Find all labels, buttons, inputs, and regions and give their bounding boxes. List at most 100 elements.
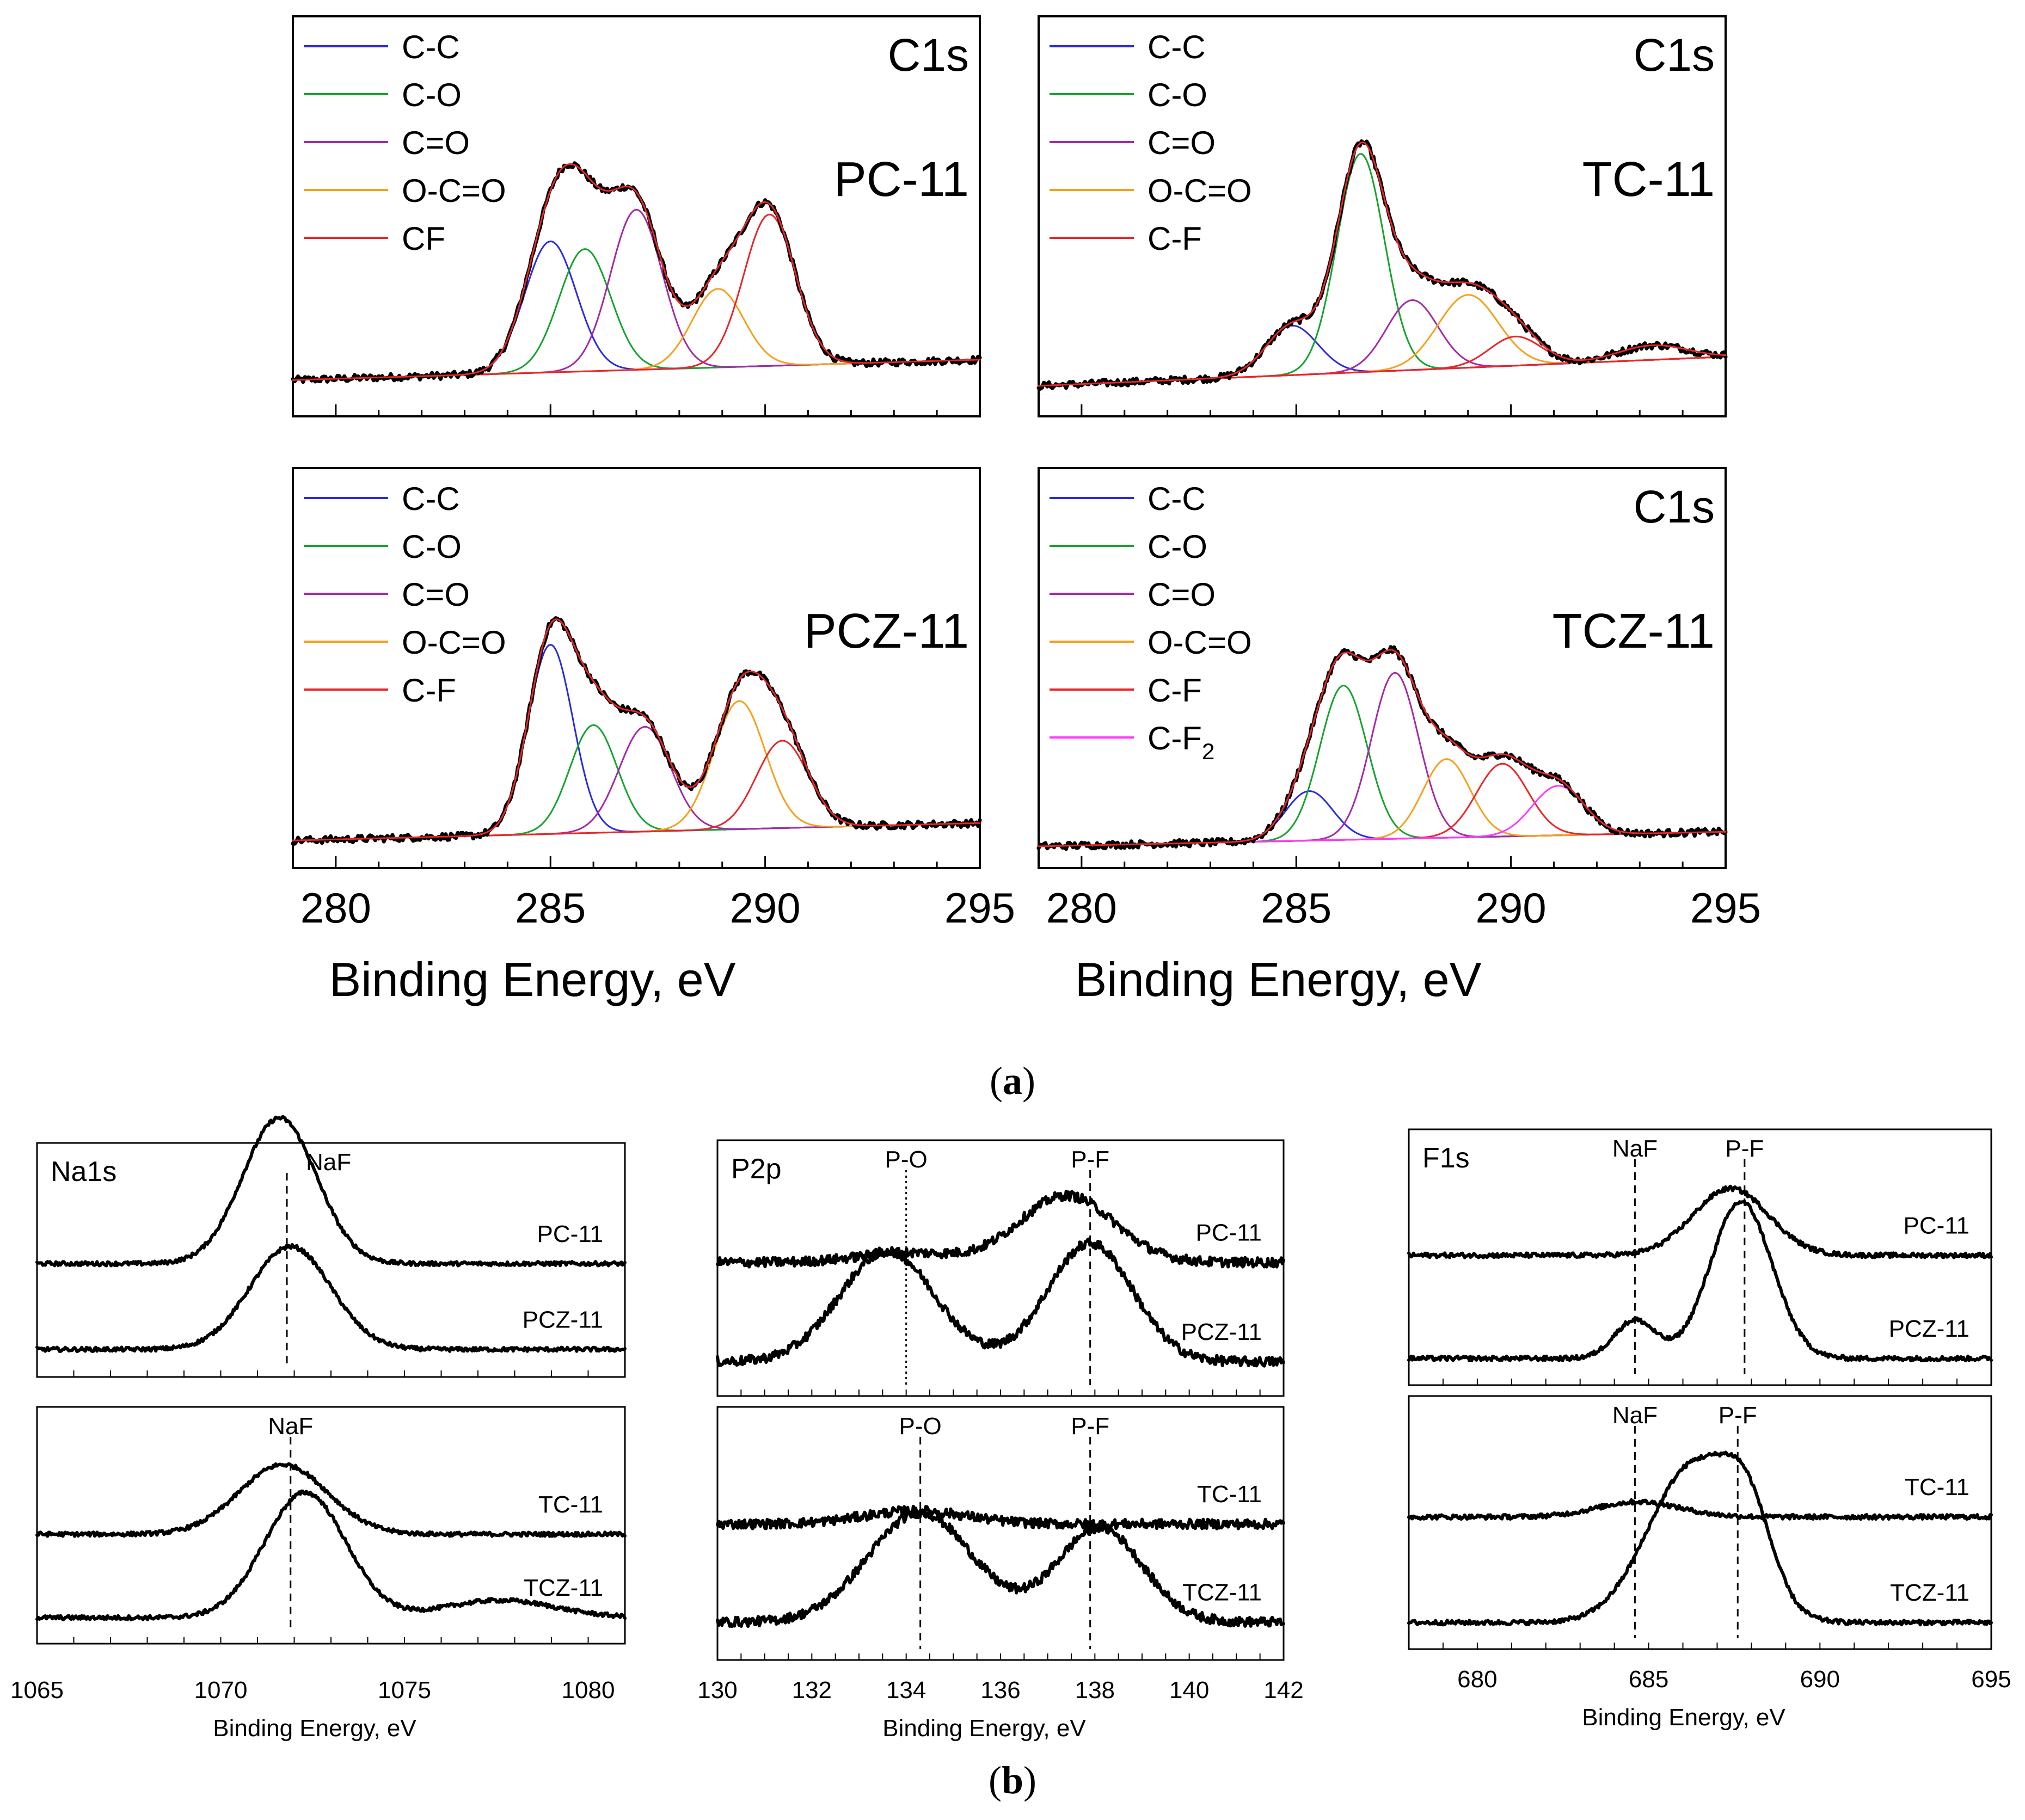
reference-label: NaF [306, 1149, 351, 1176]
chart-title: C1s [1634, 29, 1715, 81]
reference-label: P-F [1071, 1413, 1109, 1440]
chart-title: F1s [1422, 1142, 1470, 1174]
chart-na1s: NaF PC-11 PCZ-11 Na1s NaF TC-11 TCZ-11 1065 1070… [10, 1115, 627, 1742]
plot-frame [292, 467, 981, 869]
legend-entry: O-C=O [402, 173, 506, 209]
sub-panel: NaF TC-11 TCZ-11 [35, 1406, 627, 1645]
spectrum-line [35, 1489, 627, 1621]
spectrum-label: PC-11 [537, 1221, 603, 1247]
spectrum-label: PC-11 [1196, 1219, 1262, 1246]
plot-frame [1408, 1395, 1992, 1650]
sub-panel: NaF P-F PC-11 PCZ-11 F1s [1407, 1128, 1993, 1386]
x-tick-label: 134 [886, 1677, 926, 1704]
legend-entry: C-F [1148, 220, 1202, 257]
x-tick-label: 685 [1629, 1666, 1668, 1693]
component-C-O-line [292, 724, 981, 841]
legend-entry-subscript: 2 [1202, 739, 1214, 764]
chart-title: C1s [888, 29, 969, 81]
component-C=O-line [1038, 299, 1727, 387]
legend-entry: C=O [1148, 125, 1216, 161]
spectrum-label: TC-11 [1905, 1474, 1969, 1501]
sub-panel: NaF P-F TC-11 TCZ-11 [1407, 1395, 1993, 1650]
chart-p2p: P-O P-F PC-11 PCZ-11 P2p P-O P-F TC-11 TCZ-11 130… [697, 1139, 1304, 1742]
c1s-chart-group: C-CC-OC=OO-C=OCFC1sPC-11C-CC-OC=OO-C=OC-… [291, 15, 1761, 1006]
legend-entry: C-C [1148, 29, 1206, 65]
component-C=O-line [1038, 672, 1727, 847]
x-tick-label: 1070 [194, 1677, 248, 1704]
spectrum-label: TC-11 [538, 1491, 603, 1518]
spectrum-line [716, 1508, 1285, 1628]
component-O-C=O-line [292, 700, 981, 841]
spectrum-line [1407, 1200, 1993, 1363]
sample-label: PC-11 [834, 152, 969, 207]
legend-entry: C-O [402, 77, 462, 113]
legend-entry: C-C [402, 29, 460, 65]
legend-entry: O-C=O [1148, 624, 1252, 661]
caption-a: (a) [990, 1059, 1035, 1103]
envelope-line [292, 163, 981, 381]
x-axis-title: Binding Energy, eV [882, 1715, 1086, 1742]
component-C-C-line [292, 241, 981, 381]
x-tick-label: 280 [1046, 884, 1117, 932]
x-axis-title: Binding Energy, eV [1582, 1704, 1785, 1731]
x-tick-label: 690 [1800, 1666, 1840, 1693]
chart-c1s-pc11: C-C C-O C=O O-C=O CF C1s PC-11 [291, 15, 982, 417]
spectrum-line [716, 1237, 1285, 1368]
sample-label: TC-11 [1582, 152, 1715, 207]
spectrum-label: TCZ-11 [524, 1575, 603, 1601]
legend-entry: C-O [402, 528, 462, 565]
plot-frame [1038, 467, 1727, 869]
x-tick-label: 138 [1075, 1677, 1115, 1704]
sub-panel: P-O P-F TC-11 TCZ-11 [716, 1406, 1285, 1661]
chart-f1s: NaF P-F PC-11 PCZ-11 F1s NaF P-F TC-11 TCZ-11 680… [1407, 1128, 2011, 1731]
plot-frame [36, 1406, 626, 1645]
component-C-F-line [1038, 335, 1727, 387]
data-line [1036, 645, 1728, 851]
component-C-O-line [292, 248, 981, 381]
x-axis-title: Binding Energy, eV [329, 952, 736, 1006]
spectrum-label: PCZ-11 [1181, 1319, 1262, 1345]
x-tick-label: 295 [944, 884, 1015, 932]
plot-frame [716, 1406, 1285, 1661]
component-O-C=O-line [1038, 294, 1727, 387]
spectrum-line [35, 1243, 627, 1353]
reference-label: NaF [1612, 1402, 1658, 1429]
element-chart-group: NaF PC-11 PCZ-11 Na1s NaF TC-11 TCZ-11 1065 1070… [10, 1115, 2011, 1742]
chart-title: Na1s [51, 1156, 116, 1188]
legend-entry-main: C-F [1148, 720, 1202, 757]
envelope-line [1038, 141, 1727, 387]
legend-entry: C-F2 [1148, 720, 1214, 764]
spectrum-label: PCZ-11 [523, 1306, 603, 1333]
component-C-O-line [1038, 685, 1727, 847]
legend-entry: C-C [402, 481, 460, 517]
legend-entry: C=O [402, 576, 470, 613]
sub-panel: NaF PC-11 PCZ-11 Na1s [35, 1115, 627, 1378]
legend-entry: C-C [1148, 481, 1206, 517]
x-tick-label: 680 [1457, 1666, 1497, 1693]
spectrum-line [35, 1462, 627, 1538]
envelope-line [292, 618, 981, 841]
reference-label: P-F [1071, 1146, 1109, 1173]
reference-label: NaF [268, 1413, 313, 1440]
legend-entry: C-O [1148, 77, 1207, 113]
x-tick-label: 290 [730, 884, 801, 932]
x-axis-title: Binding Energy, eV [213, 1715, 416, 1742]
envelope-line [1038, 649, 1727, 847]
x-tick-label: 140 [1169, 1677, 1209, 1704]
legend-entry: O-C=O [402, 624, 506, 661]
component-C=O-line [292, 725, 981, 841]
x-tick-label: 130 [697, 1677, 737, 1704]
x-tick-label: 1075 [378, 1677, 431, 1704]
spectrum-line [1407, 1450, 1993, 1627]
x-tick-label: 280 [300, 884, 371, 932]
spectrum-line [1407, 1498, 1993, 1521]
x-tick-label: 295 [1690, 884, 1761, 932]
legend-entry: C=O [402, 125, 470, 161]
spectrum-label: PC-11 [1904, 1212, 1969, 1239]
spectrum-line [1407, 1184, 1993, 1259]
plot-frame [36, 1142, 626, 1378]
chart-title: C1s [1634, 481, 1715, 532]
chart-c1s-pcz11: C-C C-O C=O O-C=O C-F PCZ-11 280 285 290 295 Bindi… [291, 467, 1015, 1006]
